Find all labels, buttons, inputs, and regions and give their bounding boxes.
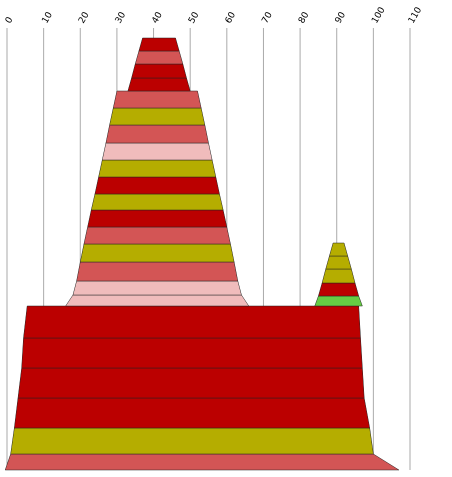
area-shape-1: [4, 305, 400, 471]
area-band: [314, 295, 363, 307]
area-band: [72, 280, 242, 296]
area-band: [14, 397, 370, 429]
area-band: [131, 63, 187, 79]
area-band: [90, 193, 224, 211]
area-band: [87, 209, 228, 228]
area-band: [65, 294, 250, 307]
x-tick-label: 10: [41, 10, 56, 25]
plot-area: [4, 37, 400, 471]
x-tick-label: 20: [77, 10, 92, 25]
x-tick-label: 50: [187, 10, 202, 25]
area-band: [127, 77, 191, 92]
area-band: [329, 242, 349, 257]
area-band: [94, 176, 220, 195]
x-tick-label: 90: [334, 10, 349, 25]
x-tick-label: 110: [407, 5, 424, 25]
area-shape-2: [65, 37, 250, 307]
x-tick-label: 70: [260, 10, 275, 25]
area-band: [105, 124, 209, 144]
area-band: [98, 159, 217, 178]
x-tick-label: 80: [297, 10, 312, 25]
area-band: [21, 337, 363, 369]
area-band: [109, 107, 206, 126]
area-band: [112, 90, 202, 109]
x-tick-label: 0: [4, 15, 16, 25]
area-band: [134, 50, 184, 65]
area-band: [4, 453, 400, 471]
x-axis-tick-labels: 0 10 20 30 40 50 60 70 80 90 100 110: [4, 5, 424, 25]
area-band: [318, 282, 360, 297]
x-tick-label: 30: [114, 10, 129, 25]
x-tick-label: 60: [224, 10, 239, 25]
area-band: [321, 268, 356, 284]
area-shape-3: [314, 242, 363, 307]
area-band: [79, 243, 235, 263]
area-band: [10, 427, 374, 455]
x-tick-label: 100: [370, 5, 387, 25]
area-band: [101, 142, 213, 161]
area-band: [138, 37, 180, 52]
area-band: [17, 367, 365, 399]
area-band: [23, 305, 361, 339]
area-band: [325, 255, 352, 270]
x-tick-label: 40: [150, 10, 165, 25]
area-band: [76, 261, 239, 282]
area-band: [83, 226, 231, 245]
